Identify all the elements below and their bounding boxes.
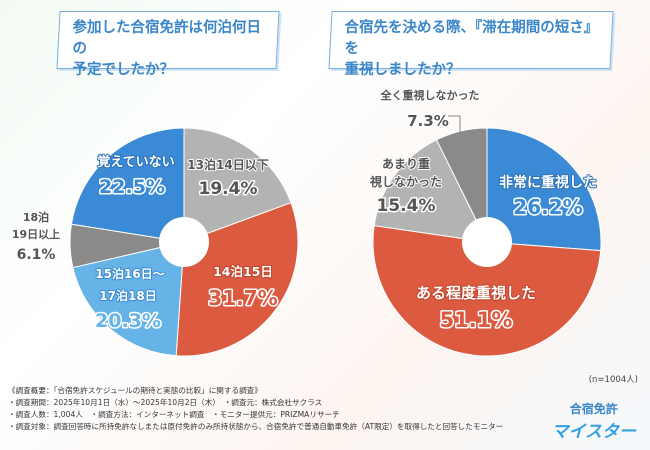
pie-slice bbox=[372, 225, 602, 357]
slice-value: 20.3% bbox=[95, 310, 161, 332]
logo-line2: マイスター bbox=[551, 422, 637, 442]
survey-footnote: 《調査概要：「合宿免許スケジュールの期待と実態の比較」に関する調査》 ・調査期間… bbox=[8, 385, 503, 433]
slice-label: 13泊14日以下 bbox=[187, 157, 268, 172]
donut-hole bbox=[159, 217, 209, 267]
slice-value: 19.4% bbox=[199, 179, 258, 199]
slice-label: 17泊18日 bbox=[99, 288, 156, 303]
slice-label: 非常に重視した bbox=[499, 174, 597, 191]
slice-label: 14泊15日 bbox=[213, 264, 273, 279]
slice-label: あまり重 bbox=[382, 156, 430, 171]
slice-label: 視しなかった bbox=[369, 174, 442, 189]
slice-value: 51.1% bbox=[440, 308, 513, 332]
slice-label: 覚えていない bbox=[96, 154, 174, 170]
pie-slice bbox=[72, 241, 185, 357]
footnote-line: ・調査対象：調査回答時に所持免許なしまたは原付免許のみ所持状態から、合宿免許で普… bbox=[8, 422, 504, 431]
pie-chart-1 bbox=[69, 127, 299, 357]
slice-value: 7.3% bbox=[407, 112, 449, 130]
slice-value: 31.7% bbox=[208, 286, 277, 310]
pie-slice bbox=[183, 127, 292, 243]
pie-slice bbox=[486, 127, 602, 252]
logo-line1: 合宿免許 bbox=[569, 402, 618, 416]
sample-size: (n=1004人) bbox=[588, 375, 638, 385]
slice-label: 15泊16日〜 bbox=[95, 266, 164, 281]
slice-value: 26.2% bbox=[513, 195, 582, 219]
pie-slice bbox=[70, 127, 185, 243]
slice-label: ある程度重視した bbox=[416, 284, 536, 302]
slice-value: 15.4% bbox=[377, 196, 436, 216]
leader-line bbox=[448, 115, 461, 132]
slice-label: 18泊 bbox=[23, 210, 49, 224]
footnote-line: ・調査人数：1,004人 ・調査方法：インターネット調査 ・モニター提供元：PR… bbox=[8, 410, 340, 419]
pie-slice bbox=[435, 127, 488, 243]
donut-hole bbox=[462, 217, 512, 267]
footnote-line: 《調査概要：「合宿免許スケジュールの期待と実態の比較」に関する調査》 bbox=[8, 386, 262, 395]
pie-chart-2 bbox=[372, 127, 602, 357]
slice-label: 全く重視しなかった bbox=[380, 88, 480, 102]
slice-value: 22.5% bbox=[99, 176, 165, 198]
pie-slice bbox=[373, 139, 488, 243]
footnote-line: ・調査期間：2025年10月1日（水）～2025年10月2日（木） ・調査元：株… bbox=[8, 398, 323, 407]
logo: 合宿免許 マイスター bbox=[552, 400, 637, 442]
slice-label: 19日以上 bbox=[12, 227, 60, 241]
slice-value: 6.1% bbox=[17, 247, 56, 263]
